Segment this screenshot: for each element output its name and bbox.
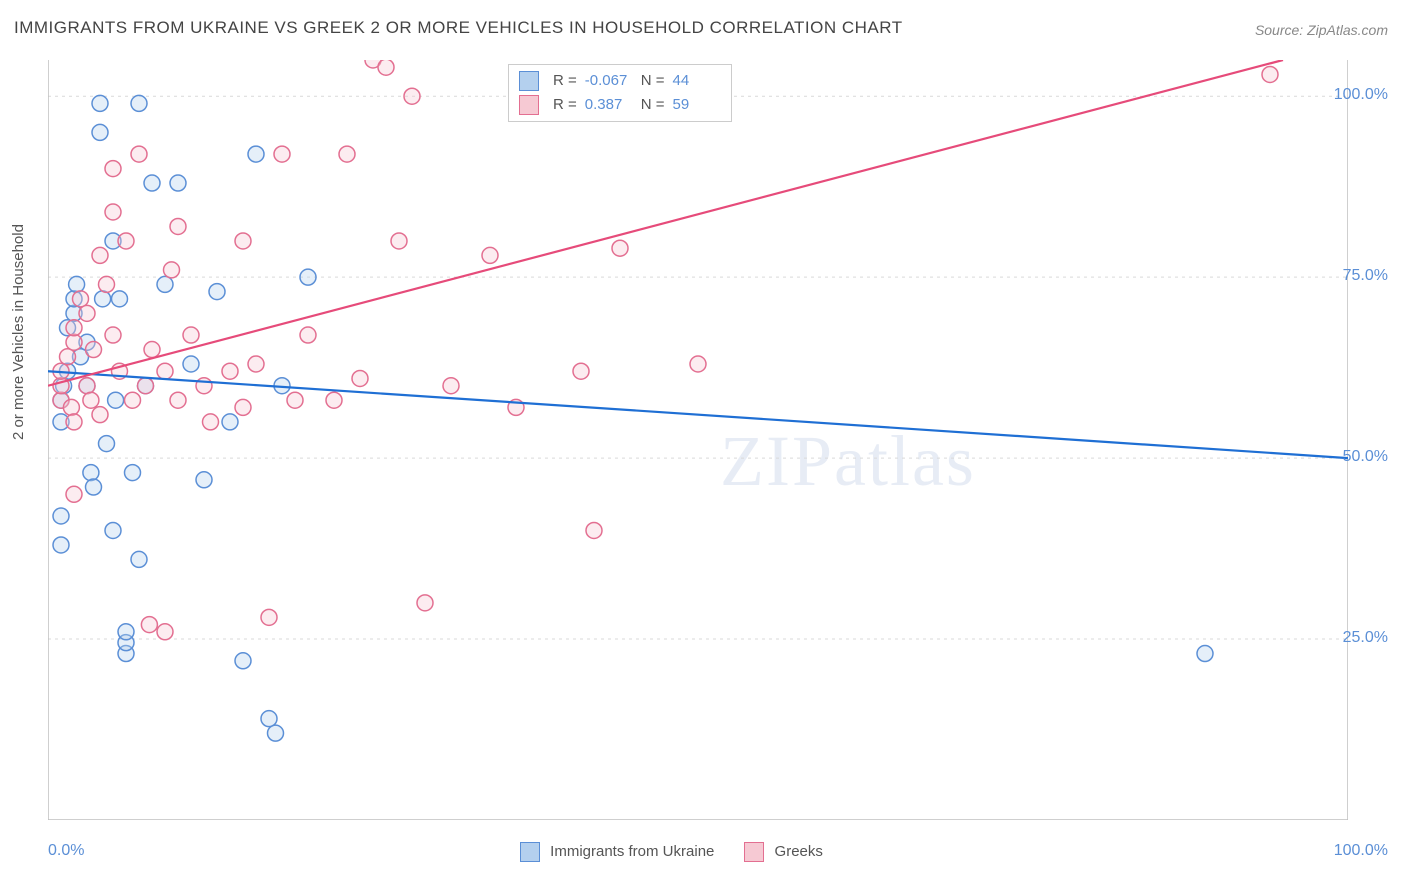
- legend-item-greeks: Greeks: [744, 842, 823, 862]
- r-value: -0.067: [585, 69, 633, 93]
- r-label: R =: [553, 93, 577, 117]
- n-label: N =: [641, 69, 665, 93]
- scatter-plot: [48, 60, 1348, 820]
- n-value: 44: [673, 69, 721, 93]
- source-label: Source: ZipAtlas.com: [1255, 22, 1388, 38]
- x-max-label: 100.0%: [1334, 842, 1388, 860]
- r-value: 0.387: [585, 93, 633, 117]
- y-axis-label: 2 or more Vehicles in Household: [10, 224, 27, 440]
- bottom-legend: Immigrants from Ukraine Greeks: [520, 842, 823, 862]
- y-tick-label: 25.0%: [1343, 629, 1388, 647]
- legend-item-ukraine: Immigrants from Ukraine: [520, 842, 714, 862]
- y-tick-label: 50.0%: [1343, 448, 1388, 466]
- swatch-ukraine: [520, 842, 540, 862]
- n-value: 59: [673, 93, 721, 117]
- chart-title: IMMIGRANTS FROM UKRAINE VS GREEK 2 OR MO…: [14, 18, 903, 38]
- legend-row: R = -0.067 N = 44: [519, 69, 721, 93]
- n-label: N =: [641, 93, 665, 117]
- y-tick-label: 100.0%: [1334, 86, 1388, 104]
- legend-row: R = 0.387 N = 59: [519, 93, 721, 117]
- legend-swatch: [519, 71, 539, 91]
- legend-label-greeks: Greeks: [775, 843, 823, 860]
- x-origin-label: 0.0%: [48, 842, 84, 860]
- legend-label-ukraine: Immigrants from Ukraine: [550, 843, 714, 860]
- y-tick-label: 75.0%: [1343, 267, 1388, 285]
- r-label: R =: [553, 69, 577, 93]
- correlation-legend: R = -0.067 N = 44 R = 0.387 N = 59: [508, 64, 732, 122]
- legend-swatch: [519, 95, 539, 115]
- swatch-greeks: [744, 842, 764, 862]
